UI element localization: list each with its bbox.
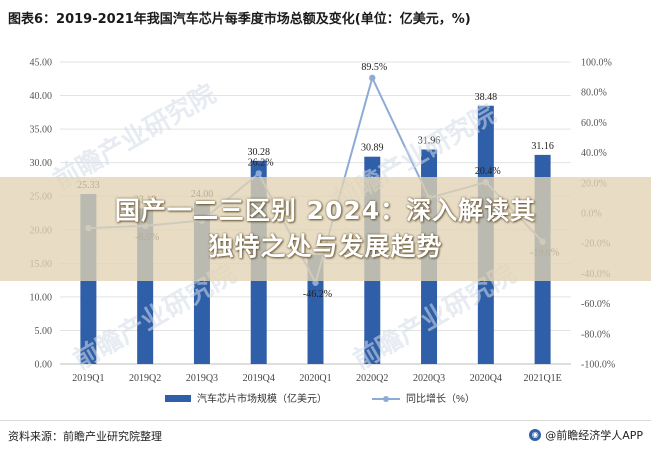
category-label: 2021Q1E: [523, 373, 561, 384]
bar-value-label: 30.28: [247, 147, 270, 158]
category-label: 2019Q2: [129, 373, 161, 384]
growth-value-label: 89.5%: [361, 62, 387, 73]
legend-bar-swatch: [165, 395, 191, 402]
right-tick-label: -80.0%: [581, 329, 610, 340]
category-label: 2020Q3: [413, 373, 445, 384]
category-label: 2020Q4: [470, 373, 502, 384]
growth-value-label: 26.2%: [248, 157, 274, 168]
category-label: 2020Q2: [356, 373, 388, 384]
category-axis: 2019Q1 2019Q2 2019Q3 2019Q4 2020Q1 2020Q2 2020…: [72, 373, 562, 384]
headline-banner: 国产一二三区别 2024：深入解读其 独特之处与发展趋势: [0, 177, 651, 281]
brand-credit: ◉ @前瞻经济学人APP: [529, 427, 643, 443]
legend-bar-label: 汽车芯片市场规模（亿美元）: [197, 392, 327, 405]
growth-point: [312, 279, 319, 286]
category-label: 2019Q4: [243, 373, 275, 384]
right-tick-label: 80.0%: [581, 88, 607, 99]
growth-point: [255, 170, 262, 177]
right-tick-label: -60.0%: [581, 299, 610, 310]
left-tick-label: 40.00: [30, 91, 53, 102]
left-tick-label: 10.00: [30, 292, 53, 303]
legend: 汽车芯片市场规模（亿美元） 同比增长（%）: [165, 392, 475, 405]
right-tick-label: 40.0%: [581, 148, 607, 159]
bar: [307, 254, 324, 364]
category-label: 2019Q3: [186, 373, 218, 384]
footer-divider: [0, 420, 651, 421]
left-tick-label: 45.00: [30, 58, 53, 69]
right-tick-label: 60.0%: [581, 118, 607, 129]
bar-value-label: 31.16: [531, 141, 554, 152]
growth-value-label: 20.4%: [475, 166, 501, 177]
legend-line-label: 同比增长（%）: [406, 392, 475, 405]
left-tick-label: 35.00: [30, 125, 53, 136]
category-label: 2020Q1: [299, 373, 331, 384]
bar-value-label: 30.89: [361, 143, 384, 154]
headline-line-1: 国产一二三区别 2024：深入解读其: [114, 196, 537, 225]
right-tick-label: 100.0%: [581, 58, 612, 69]
brand-logo-icon: ◉: [529, 429, 542, 441]
left-tick-label: 0.00: [35, 360, 53, 371]
growth-point: [369, 74, 376, 82]
right-tick-label: -100.0%: [581, 360, 615, 371]
source-note: 资料来源：前瞻产业研究院整理: [8, 430, 162, 443]
left-tick-label: 5.00: [35, 326, 53, 337]
brand-text: @前瞻经济学人APP: [545, 429, 643, 442]
chart-title: 图表6：2019-2021年我国汽车芯片每季度市场总额及变化(单位：亿美元，%): [8, 12, 471, 27]
growth-value-label: -46.2%: [303, 289, 332, 300]
left-tick-label: 30.00: [30, 158, 53, 169]
bar-value-label: 38.48: [475, 92, 498, 103]
bar-value-label: 31.96: [418, 136, 441, 147]
legend-line-marker: [383, 396, 389, 402]
headline-line-2: 独特之处与发展趋势: [208, 232, 443, 261]
category-label: 2019Q1: [72, 373, 104, 384]
